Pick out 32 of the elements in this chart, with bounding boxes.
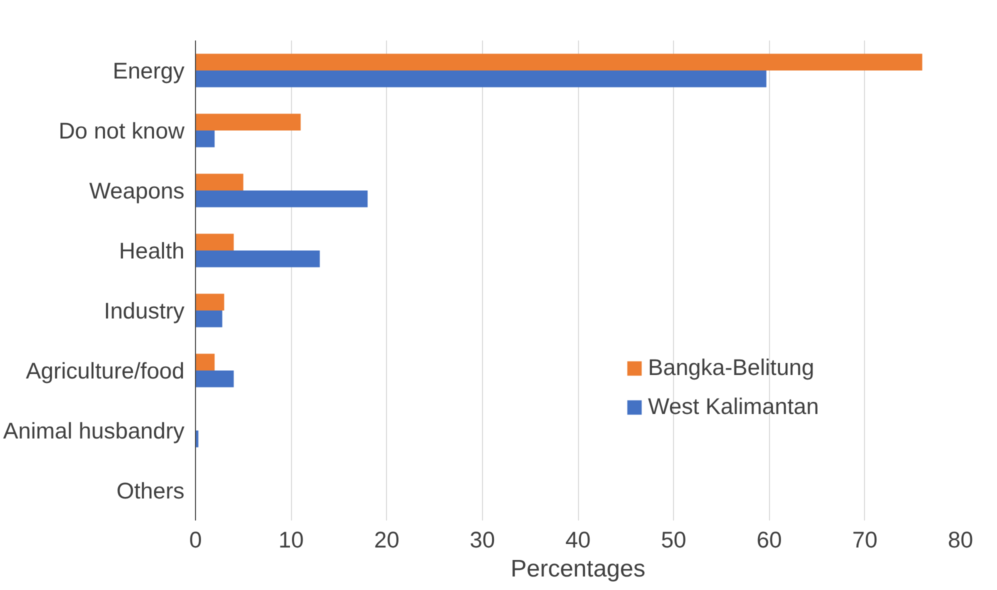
x-tick-label: 30 [470,526,495,552]
x-axis-title: Percentages [510,556,646,582]
bar [196,190,368,208]
y-tick-label: Animal husbandry [3,418,186,444]
y-tick-label: Agriculture/food [26,358,185,384]
x-tick-label: 0 [189,526,202,552]
y-tick-label: Industry [104,298,186,324]
legend-label: West Kalimantan [648,393,819,420]
x-tick-label: 80 [948,526,974,552]
x-tick-label: 10 [278,526,304,552]
x-tick-label: 60 [756,526,782,552]
y-tick-label: Do not know [58,118,186,144]
x-tick-label: 70 [852,526,878,552]
y-tick-label: Others [116,478,185,504]
bar [196,70,766,88]
x-tick-label: 50 [661,526,686,552]
bar [196,310,222,328]
x-tick-label: 40 [565,526,591,552]
bar [196,370,234,388]
bar [196,130,215,148]
x-tick-label: 20 [374,526,400,552]
bar [196,354,215,370]
bar [196,250,320,268]
bar [196,54,922,70]
y-tick-label: Health [119,238,185,264]
bar [196,234,234,250]
bar [196,294,224,310]
y-tick-label: Weapons [89,178,185,204]
y-tick-label: Energy [112,58,186,84]
bar [196,114,301,130]
bar [196,174,244,190]
legend-label: Bangka-Belitung [648,354,814,381]
